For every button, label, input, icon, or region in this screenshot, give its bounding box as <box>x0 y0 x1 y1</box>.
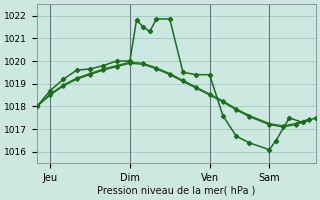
X-axis label: Pression niveau de la mer( hPa ): Pression niveau de la mer( hPa ) <box>97 186 256 196</box>
